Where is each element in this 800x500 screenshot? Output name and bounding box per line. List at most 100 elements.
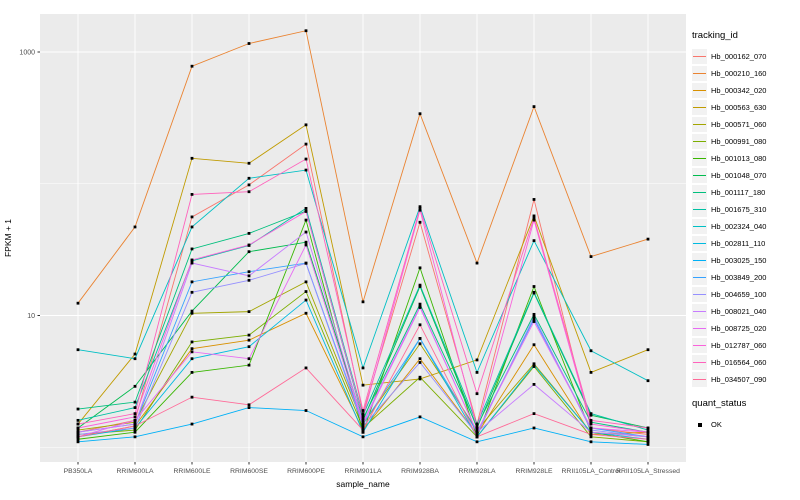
data-point	[418, 206, 422, 210]
data-point	[190, 422, 194, 426]
data-point	[646, 348, 650, 352]
legend-item: Hb_003025_150	[692, 252, 798, 269]
data-point	[475, 433, 479, 436]
data-point	[190, 370, 194, 374]
data-point	[133, 352, 137, 356]
data-point	[76, 435, 80, 439]
data-point	[304, 123, 308, 127]
data-point	[532, 412, 536, 416]
data-point	[361, 420, 365, 424]
data-point	[532, 363, 536, 367]
data-point	[190, 64, 194, 68]
data-point	[646, 435, 650, 439]
data-point	[304, 261, 308, 265]
data-point	[646, 379, 650, 383]
legend-label: Hb_004659_100	[711, 290, 767, 299]
data-point	[76, 418, 80, 422]
x-tick-label: RRIM600LA	[116, 468, 153, 475]
data-point	[532, 290, 536, 294]
data-point	[190, 290, 194, 294]
data-point	[475, 430, 479, 434]
data-point	[133, 400, 137, 404]
data-point	[190, 193, 194, 196]
data-point	[304, 409, 308, 412]
x-tick-label: RRIM928BA	[401, 468, 439, 475]
data-point	[589, 418, 593, 422]
legend-key-line-icon	[692, 321, 707, 336]
data-point	[646, 443, 650, 446]
legend-key-line-icon	[692, 49, 707, 64]
legend-label: Hb_001117_180	[711, 188, 766, 197]
legend-color-line	[693, 327, 706, 330]
legend-items: Hb_000162_070 Hb_000210_160 Hb_000342_020 H…	[692, 48, 798, 388]
data-point	[646, 440, 650, 444]
legend-label: Hb_016564_060	[711, 358, 767, 367]
legend-color-line	[693, 208, 706, 211]
data-point	[418, 302, 422, 306]
legend-label: Hb_034507_090	[711, 375, 767, 384]
data-point	[304, 240, 308, 244]
legend-label: Hb_000991_080	[711, 137, 767, 146]
legend-color-line	[693, 344, 706, 347]
data-point	[589, 420, 593, 424]
x-tick-label: RRIM928LE	[515, 468, 552, 475]
data-point	[532, 343, 536, 347]
data-point	[532, 105, 536, 109]
data-point	[646, 433, 650, 436]
data-point	[133, 406, 137, 409]
data-point	[589, 440, 593, 444]
x-tick-label: RRIM901LA	[344, 468, 381, 475]
data-point	[133, 426, 137, 430]
legend-item: Hb_008725_020	[692, 320, 798, 337]
data-point	[418, 361, 422, 364]
data-point	[304, 290, 308, 293]
data-point	[247, 231, 251, 235]
data-point	[361, 426, 365, 430]
legend-key-line-icon	[692, 168, 707, 183]
data-point	[361, 383, 365, 387]
data-point	[76, 433, 80, 436]
data-point	[133, 430, 137, 434]
data-point	[190, 261, 194, 265]
data-point	[133, 435, 137, 439]
data-point	[475, 426, 479, 430]
data-point	[190, 347, 194, 351]
data-point	[475, 370, 479, 374]
quant-legend-item: OK	[692, 416, 798, 433]
legend-label: Hb_001675_310	[711, 205, 767, 214]
data-point	[304, 230, 308, 234]
legend-color-line	[693, 72, 706, 75]
data-point	[247, 278, 251, 282]
x-tick-label: RRIM600LE	[173, 468, 210, 475]
data-point	[361, 435, 365, 439]
data-point	[304, 311, 308, 315]
legend-label: Hb_008725_020	[711, 324, 767, 333]
legend-label: Hb_001048_070	[711, 171, 767, 180]
legend-color-line	[693, 55, 706, 58]
data-point	[76, 430, 80, 434]
data-point	[532, 317, 536, 321]
legend-key-line-icon	[692, 253, 707, 268]
data-point	[190, 350, 194, 354]
data-point	[361, 366, 365, 370]
data-point	[247, 243, 251, 247]
data-point	[247, 363, 251, 367]
data-point	[247, 406, 251, 409]
legend-label: Hb_000563_630	[711, 103, 767, 112]
legend-item: Hb_001013_080	[692, 150, 798, 167]
legend-item: Hb_000210_160	[692, 65, 798, 82]
data-point	[304, 29, 308, 33]
legend-label: Hb_002811_110	[711, 239, 766, 248]
data-point	[475, 424, 479, 428]
legend-color-line	[693, 140, 706, 143]
data-point	[190, 225, 194, 229]
data-point	[532, 239, 536, 243]
data-point	[532, 216, 536, 220]
legend-item: Hb_000991_080	[692, 133, 798, 150]
data-point	[418, 208, 422, 212]
data-point	[418, 342, 422, 346]
data-point	[133, 384, 137, 388]
legend-color-line	[693, 191, 706, 194]
legend-key-line-icon	[692, 372, 707, 387]
